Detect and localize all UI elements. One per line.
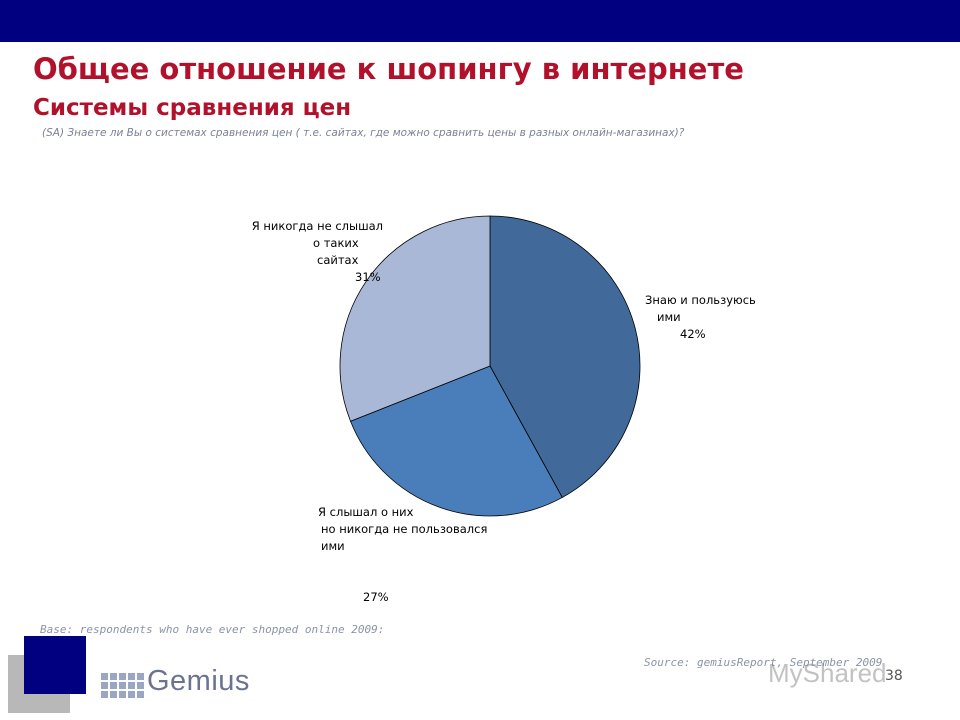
base-note: Base: respondents who have ever shopped … <box>40 623 385 652</box>
slice-label-line: о таких <box>313 236 359 250</box>
slice-value-label: 42% <box>680 327 706 341</box>
gemius-logo-icon <box>101 673 144 698</box>
slide-subtitle: Системы сравнения цен <box>33 95 352 121</box>
slide-title: Общее отношение к шопингу в интернете <box>33 52 744 86</box>
pie-slice-2 <box>350 365 563 517</box>
slice-label-1: Знаю и пользуюсь ими 42% <box>645 293 756 341</box>
slice-value-label: 31% <box>355 270 381 284</box>
corner-decoration-navy <box>24 636 86 694</box>
slice-label-line: Я слышал о них <box>318 505 414 519</box>
top-bar <box>0 0 960 42</box>
gemius-logo-text: Gemius <box>147 665 250 697</box>
source-note: Source: gemiusReport, September 2009 <box>644 656 883 669</box>
slice-label-2: Я слышал о них но никогда не пользовался и… <box>318 505 487 604</box>
slice-label-line: ими <box>321 539 345 553</box>
pie-slice-1 <box>489 215 641 498</box>
slice-value-label: 27% <box>363 590 389 604</box>
slice-label-line: Я никогда не слышал <box>252 219 383 233</box>
slice-label-line: Знаю и пользуюсь <box>645 293 756 307</box>
watermark: MyShared <box>768 658 887 688</box>
slice-label-line: ими <box>657 310 681 324</box>
pie-slice-3 <box>339 215 491 422</box>
slice-label-3: Я никогда не слышал о таких сайтах 31% <box>252 219 383 284</box>
survey-question: (SA) Знаете ли Вы о системах сравнения ц… <box>42 127 685 139</box>
slide-number: 38 <box>885 668 903 684</box>
slice-label-line: но никогда не пользовался <box>321 522 487 536</box>
slice-label-line: сайтах <box>317 253 359 267</box>
